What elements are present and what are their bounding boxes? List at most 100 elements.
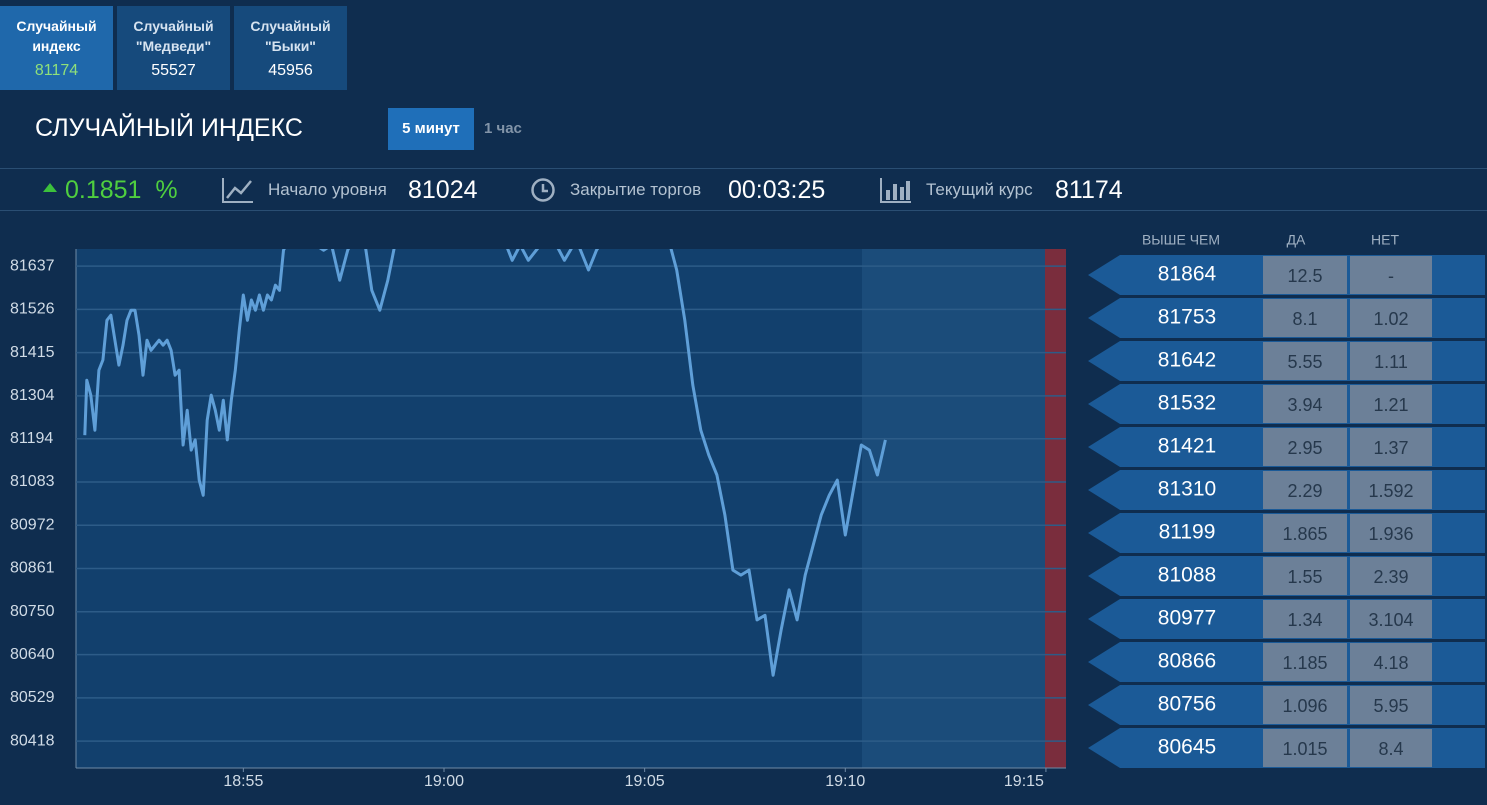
y-tick-label: 81526 [10, 301, 55, 318]
close-value: 00:03:25 [728, 176, 826, 204]
tab-label: Случайный [250, 18, 331, 34]
no-cell [1350, 514, 1432, 552]
tab[interactable]: Случайный "Медведи" 55527 [117, 6, 230, 90]
tab-value: 45956 [268, 62, 313, 79]
rate-value: 81174 [1055, 176, 1123, 204]
tab-label: "Медведи" [135, 38, 212, 54]
no-cell [1350, 256, 1432, 294]
yes-odds: 2.29 [1287, 481, 1322, 501]
tab-value: 81174 [34, 62, 79, 79]
y-tick-label: 80529 [10, 689, 55, 706]
separator [0, 168, 1487, 169]
separator [0, 210, 1487, 211]
tab-label: индекс [32, 38, 81, 54]
open-value: 81024 [408, 176, 478, 204]
y-tick-label: 81083 [10, 473, 55, 490]
yes-cell [1263, 471, 1347, 509]
change: 0.1851 % [65, 176, 178, 205]
yes-odds: 1.55 [1287, 567, 1322, 587]
strike: 80756 [1158, 693, 1216, 716]
period-button[interactable]: 5 минут [388, 108, 474, 150]
yes-odds: 1.865 [1282, 524, 1327, 544]
change-value: 0.1851 [65, 176, 142, 204]
yes-odds: 1.185 [1282, 653, 1327, 673]
no-cell [1350, 686, 1432, 724]
no-odds: 4.18 [1373, 653, 1408, 673]
open-label: Начало уровня [268, 180, 387, 199]
y-tick-label: 80640 [10, 646, 55, 663]
tab-label: Случайный [16, 18, 97, 34]
y-tick-label: 80750 [10, 603, 55, 620]
no-cell [1350, 299, 1432, 337]
change-unit: % [155, 176, 178, 204]
no-odds: 1.21 [1373, 395, 1408, 415]
title: СЛУЧАЙНЫЙ ИНДЕКС [35, 114, 303, 142]
yes-odds: 1.34 [1287, 610, 1322, 630]
tab-value: 55527 [151, 62, 196, 79]
tab[interactable]: Случайный "Быки" 45956 [234, 6, 347, 90]
no-cell [1350, 471, 1432, 509]
tab[interactable]: Случайный индекс 81174 [0, 6, 113, 90]
yes-cell [1263, 342, 1347, 380]
table-header: ВЫШЕ ЧЕМ [1142, 232, 1220, 248]
no-odds: 1.936 [1368, 524, 1413, 544]
closing-zone [862, 249, 1045, 768]
rate-label: Текущий курс [926, 180, 1033, 199]
strike: 80645 [1158, 736, 1216, 759]
no-odds: 3.104 [1368, 610, 1413, 630]
expiry-zone [1045, 249, 1066, 768]
yes-cell [1263, 643, 1347, 681]
no-odds: 1.37 [1373, 438, 1408, 458]
no-odds: 1.02 [1373, 309, 1408, 329]
table-header: ДА [1287, 232, 1306, 248]
bars-icon [880, 178, 911, 203]
x-tick-label: 18:55 [223, 773, 263, 790]
tab-label: "Быки" [265, 38, 316, 54]
x-tick-label: 19:05 [625, 773, 665, 790]
yes-cell [1263, 514, 1347, 552]
no-cell [1350, 557, 1432, 595]
no-odds: 5.95 [1373, 696, 1408, 716]
no-odds: 8.4 [1378, 739, 1403, 759]
strike: 81753 [1158, 306, 1216, 329]
trend-icon [222, 178, 253, 203]
table-header: НЕТ [1371, 232, 1399, 248]
yes-cell [1263, 385, 1347, 423]
price-line [83, 249, 887, 677]
no-cell [1350, 600, 1432, 638]
y-tick-label: 80418 [10, 732, 55, 749]
y-tick-label: 81637 [10, 257, 55, 274]
strike: 81864 [1158, 263, 1217, 286]
no-odds: - [1388, 266, 1394, 286]
strike: 80977 [1158, 607, 1216, 630]
yes-odds: 5.55 [1287, 352, 1322, 372]
y-tick-label: 81194 [10, 430, 53, 447]
yes-odds: 1.096 [1282, 696, 1327, 716]
yes-cell [1263, 256, 1347, 294]
clock-icon [531, 178, 555, 202]
yes-cell [1263, 686, 1347, 724]
strike: 81310 [1158, 478, 1216, 501]
no-cell [1350, 428, 1432, 466]
yes-odds: 1.015 [1282, 739, 1327, 759]
y-tick-label: 80972 [10, 516, 55, 533]
tab-label: Случайный [133, 18, 214, 34]
period-button[interactable]: 1 час [484, 120, 522, 137]
no-cell [1350, 643, 1432, 681]
no-cell [1350, 385, 1432, 423]
x-tick-label: 19:00 [424, 773, 464, 790]
no-cell [1350, 729, 1432, 767]
up-arrow [43, 183, 57, 192]
strike: 81199 [1159, 521, 1216, 544]
yes-cell [1263, 299, 1347, 337]
yes-odds: 12.5 [1287, 266, 1322, 286]
x-tick-label: 19:15 [1004, 773, 1044, 790]
yes-odds: 8.1 [1292, 309, 1317, 329]
yes-odds: 3.94 [1287, 395, 1322, 415]
strike: 81532 [1158, 392, 1216, 415]
y-tick-label: 81304 [10, 387, 55, 404]
close-label: Закрытие торгов [570, 180, 702, 199]
yes-odds: 2.95 [1287, 438, 1322, 458]
